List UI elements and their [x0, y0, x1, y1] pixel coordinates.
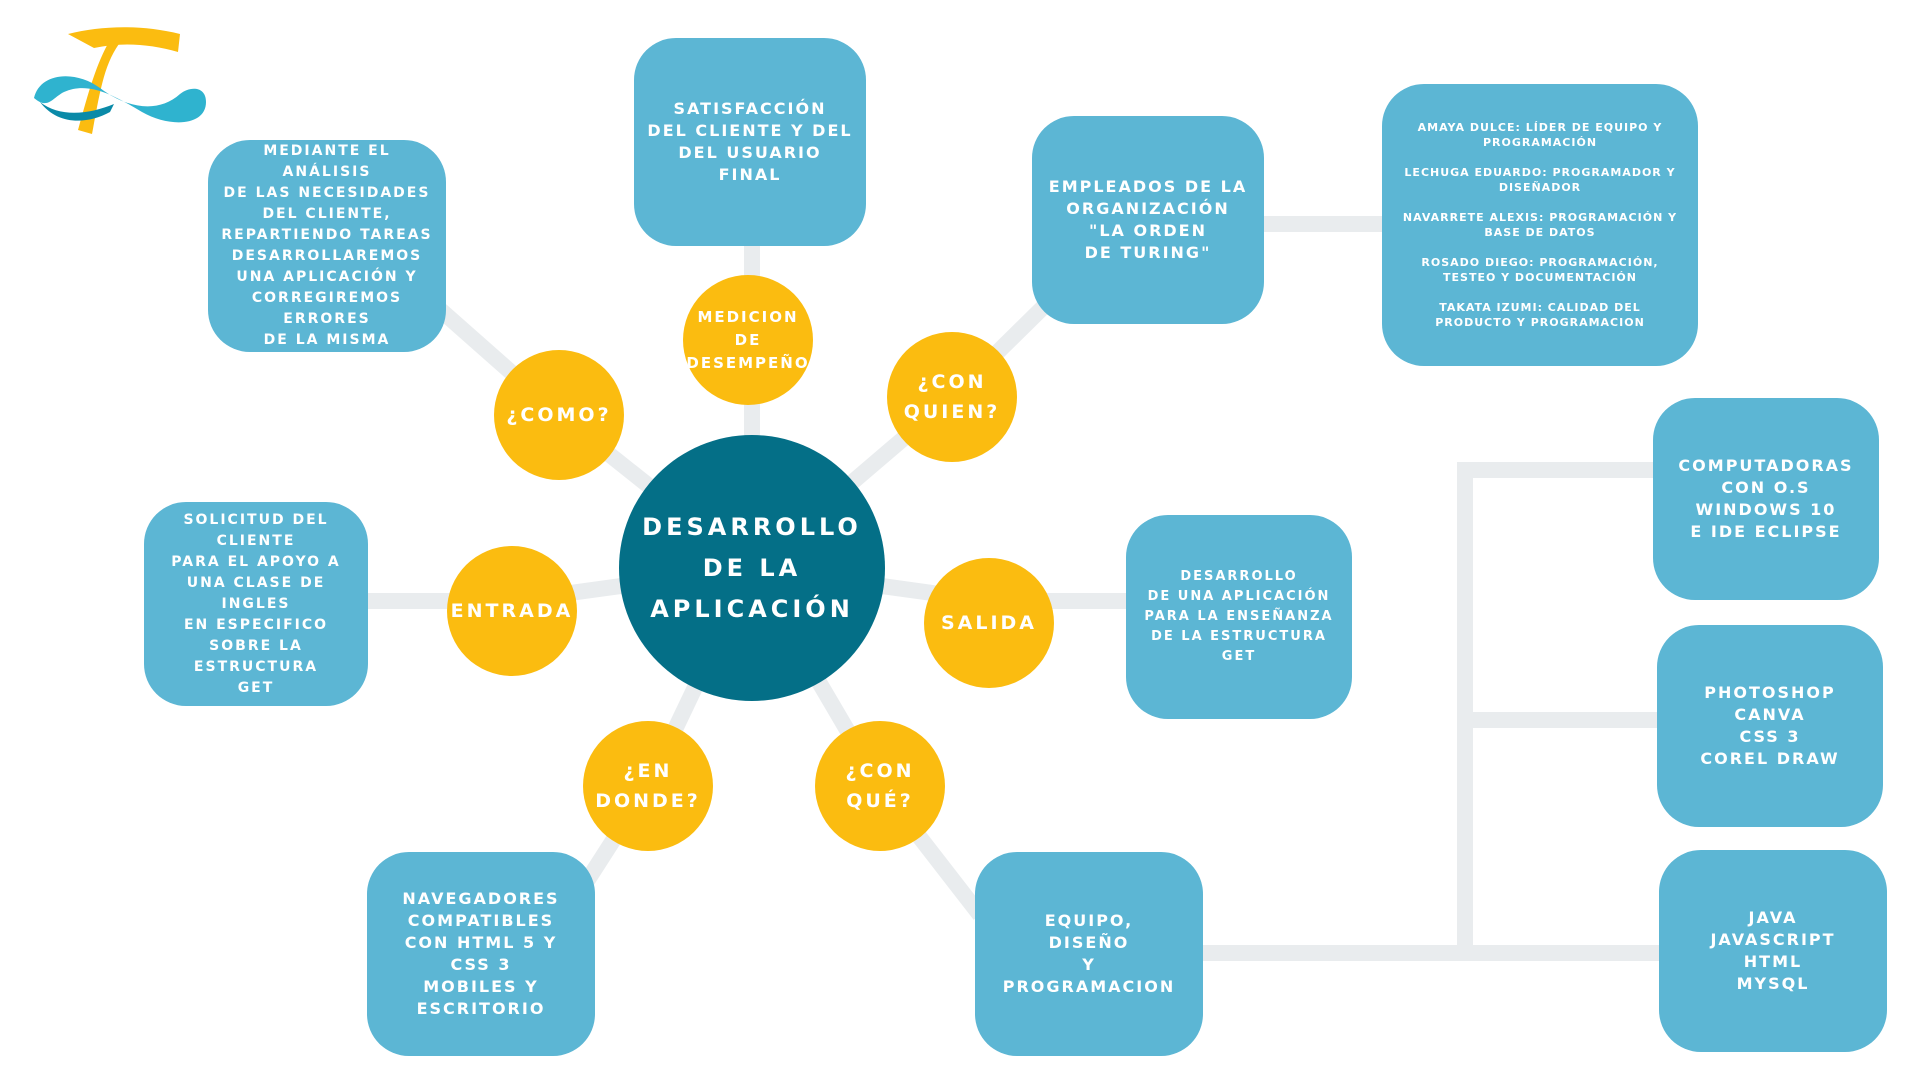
box-entrada: Solicitud del cliente para el apoyo a un…	[144, 502, 368, 706]
box-salida: Desarrollo de una aplicación para la ens…	[1126, 515, 1352, 719]
box-computadoras: Computadoras con O.S Windows 10 e IDE Ec…	[1653, 398, 1879, 600]
box-con-que: Equipo, diseño y programacion	[975, 852, 1203, 1056]
infinity-f-logo-icon	[34, 27, 206, 134]
circle-con-quien: ¿Con quien?	[887, 332, 1017, 462]
box-como: Mediante el análisis de las necesidades …	[208, 140, 446, 352]
circle-en-donde: ¿En donde?	[583, 721, 713, 851]
box-satisfaccion: Satisfacción del cliente y del del usuar…	[634, 38, 866, 246]
box-software: Photoshop Canva CSS 3 Corel Draw	[1657, 625, 1883, 827]
circle-salida: Salida	[924, 558, 1054, 688]
box-equipo-lista: Amaya Dulce: Líder de equipo y programac…	[1382, 84, 1698, 366]
box-lenguajes: Java Javascript HTML MYSQL	[1659, 850, 1887, 1052]
box-en-donde: Navegadores compatibles con HTML 5 y CSS…	[367, 852, 595, 1056]
box-empleados: Empleados de la organización "La orden d…	[1032, 116, 1264, 324]
circle-medicion: Medicion de desempeño	[683, 275, 813, 405]
circle-como: ¿Como?	[494, 350, 624, 480]
circle-entrada: Entrada	[447, 546, 577, 676]
center-node: Desarrollo de la aplicación	[619, 435, 885, 701]
circle-con-que: ¿Con qué?	[815, 721, 945, 851]
